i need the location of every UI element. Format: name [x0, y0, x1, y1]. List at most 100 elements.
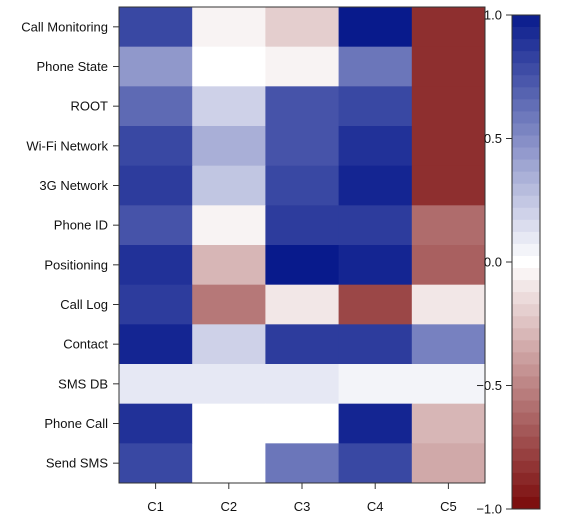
- colorbar-step: [512, 364, 540, 377]
- row-label: Phone State: [36, 59, 108, 74]
- heatmap-cell: [411, 245, 486, 286]
- heatmap-cell: [338, 165, 413, 206]
- colorbar-step: [512, 243, 540, 257]
- colorbar-step: [512, 436, 540, 450]
- row-label: Phone ID: [54, 218, 108, 233]
- heatmap-cell: [192, 443, 266, 484]
- heatmap-cell: [192, 245, 266, 286]
- heatmap-cell: [411, 205, 486, 246]
- heatmap-cell: [192, 46, 266, 87]
- colorbar-step: [512, 39, 540, 52]
- heatmap-cell: [338, 205, 413, 246]
- heatmap-cell: [119, 245, 193, 286]
- heatmap-cell: [192, 324, 266, 365]
- colorbar-step: [512, 195, 540, 209]
- row-label: Phone Call: [44, 416, 108, 431]
- row-label: Wi-Fi Network: [26, 138, 108, 153]
- colorbar-step: [512, 460, 540, 474]
- heatmap-cell: [192, 403, 266, 444]
- row-labels: Call Monitoring Phone State ROOT Wi-Fi Netw…: [21, 19, 119, 471]
- colorbar-step: [512, 63, 540, 76]
- colorbar-step: [512, 27, 540, 40]
- colorbar-step: [512, 15, 540, 28]
- heatmap-cell: [265, 403, 340, 444]
- colorbar-step: [512, 123, 540, 136]
- heatmap-cell: [411, 364, 486, 405]
- colorbar-step: [512, 255, 540, 269]
- heatmap-cell: [119, 364, 193, 405]
- colorbar: [511, 14, 541, 510]
- colorbar-tick-label: 0.0: [484, 255, 502, 270]
- colorbar-step: [512, 268, 540, 281]
- heatmap-cell: [411, 403, 486, 444]
- colorbar-tick-label: 0.5: [484, 131, 502, 146]
- colorbar-step: [512, 448, 540, 462]
- row-label: Call Monitoring: [21, 19, 108, 34]
- heatmap-cell: [119, 205, 193, 246]
- heatmap-grid: [119, 7, 486, 484]
- column-label: C2: [220, 499, 237, 514]
- heatmap-cell: [411, 443, 486, 484]
- heatmap-cell: [265, 205, 340, 246]
- colorbar-step: [512, 171, 540, 185]
- heatmap-cell: [265, 364, 340, 405]
- heatmap-cell: [338, 86, 413, 127]
- heatmap-cell: [338, 126, 413, 167]
- heatmap-cell: [338, 245, 413, 286]
- heatmap-cell: [192, 364, 266, 405]
- heatmap-cell: [192, 205, 266, 246]
- colorbar-step: [512, 412, 540, 426]
- heatmap-cell: [119, 86, 193, 127]
- heatmap-cell: [265, 324, 340, 365]
- heatmap-cell: [192, 165, 266, 206]
- colorbar-step: [512, 496, 540, 510]
- heatmap-cell: [265, 126, 340, 167]
- heatmap-cell: [411, 324, 486, 365]
- row-label: ROOT: [70, 99, 108, 114]
- row-label: Call Log: [60, 297, 108, 312]
- heatmap-cell: [119, 443, 193, 484]
- colorbar-step: [512, 328, 540, 341]
- colorbar-step: [512, 316, 540, 329]
- heatmap-cell: [119, 46, 193, 87]
- heatmap-cell: [411, 165, 486, 206]
- colorbar-step: [512, 352, 540, 365]
- colorbar-step: [512, 135, 540, 148]
- colorbar-tick-label: −1.0: [476, 502, 502, 516]
- colorbar-step: [512, 51, 540, 64]
- heatmap-cell: [338, 364, 413, 405]
- heatmap-cell: [411, 7, 486, 48]
- heatmap-cell: [119, 324, 193, 365]
- heatmap-cell: [119, 165, 193, 206]
- row-label: Send SMS: [46, 456, 108, 471]
- colorbar-tick-label: 1.0: [484, 8, 502, 23]
- colorbar-step: [512, 472, 540, 486]
- colorbar-step: [512, 75, 540, 88]
- heatmap-cell: [119, 126, 193, 167]
- colorbar-step: [512, 219, 540, 233]
- heatmap-cell: [265, 443, 340, 484]
- colorbar-step: [512, 231, 540, 245]
- row-label: Positioning: [44, 257, 108, 272]
- heatmap-cell: [192, 7, 266, 48]
- column-label: C5: [440, 499, 457, 514]
- colorbar-step: [512, 99, 540, 112]
- colorbar-step: [512, 400, 540, 414]
- colorbar-step: [512, 376, 540, 389]
- heatmap-cell: [338, 46, 413, 87]
- colorbar-step: [512, 424, 540, 438]
- column-ticks: [155, 483, 449, 489]
- heatmap-cell: [338, 443, 413, 484]
- heatmap-cell: [338, 403, 413, 444]
- colorbar-tick-label: −0.5: [476, 378, 502, 393]
- colorbar-step: [512, 340, 540, 353]
- column-label: C4: [367, 499, 384, 514]
- row-label: Contact: [63, 337, 108, 352]
- heatmap-cell: [338, 7, 413, 48]
- colorbar-step: [512, 280, 540, 293]
- colorbar-step: [512, 111, 540, 124]
- column-labels: C1 C2 C3 C4 C5: [147, 499, 456, 514]
- colorbar-step: [512, 183, 540, 197]
- heatmap-cell: [411, 126, 486, 167]
- column-label: C3: [294, 499, 311, 514]
